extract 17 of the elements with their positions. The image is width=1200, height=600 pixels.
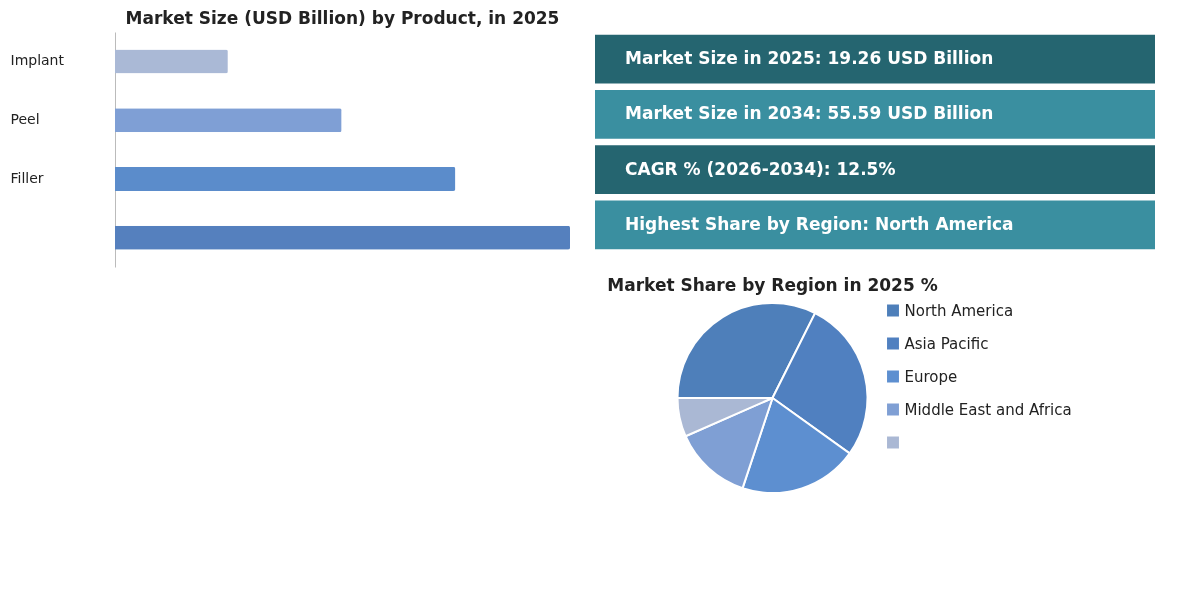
bar [115, 108, 342, 133]
legend-label: Middle East and Africa [904, 400, 1072, 419]
legend-label: Asia Pacific [904, 334, 989, 353]
legend-label: Europe [904, 367, 958, 386]
legend-label: North America [904, 301, 1014, 320]
bar [115, 49, 228, 74]
text: CAGR % (2026-2034): 12.5% [625, 158, 896, 179]
bar [115, 166, 456, 191]
text: Market Size in 2034: 55.59 USD Billion [625, 103, 994, 124]
chart-title: Market Size (USD Billion) by Product, in 2025 [125, 8, 560, 28]
y-tick-label: Filler [10, 169, 44, 186]
text: Highest Share by Region: North America [625, 213, 1014, 234]
y-tick-label: Peel [10, 111, 40, 128]
text: Market Size in 2025: 19.26 USD Billion [625, 48, 994, 69]
chart-title: Market Share by Region in 2025 % [607, 275, 938, 295]
bar [115, 225, 570, 250]
y-tick-label: Implant [10, 52, 65, 69]
